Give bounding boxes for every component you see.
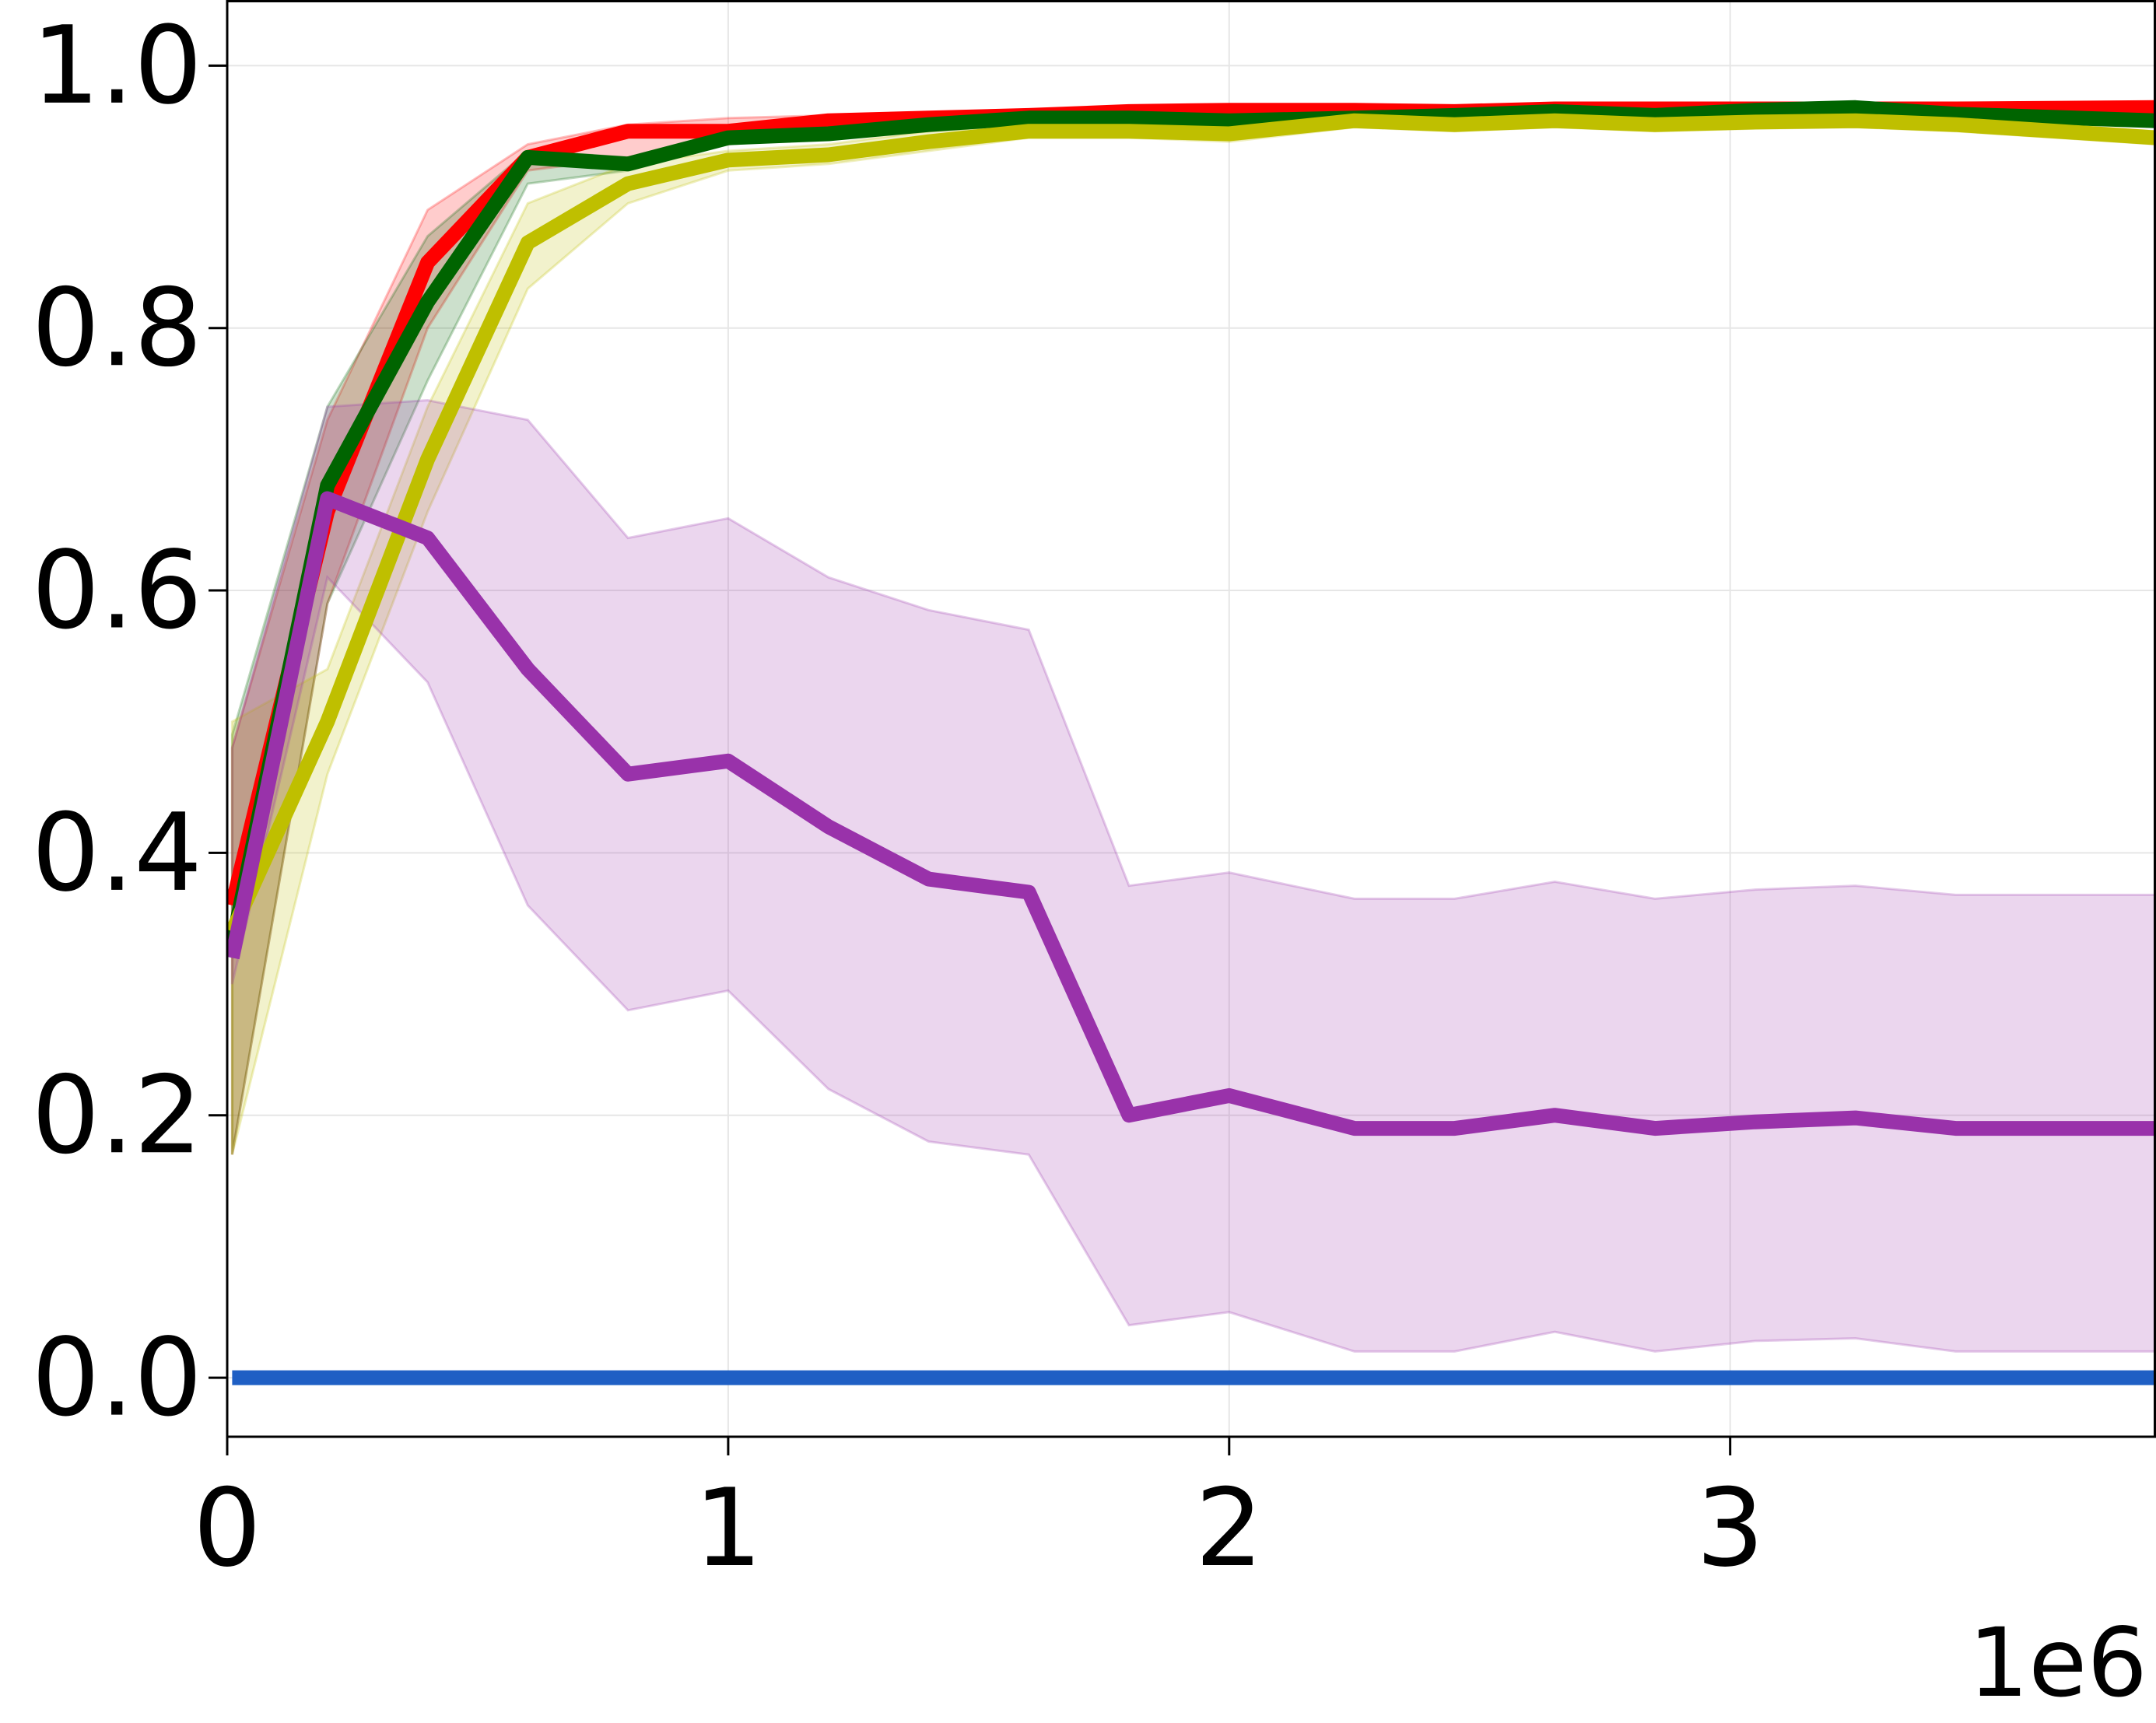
y-tick-label: 1.0 <box>32 3 202 128</box>
x-tick-label: 2 <box>1195 1466 1264 1591</box>
y-tick-label: 0.6 <box>32 528 202 653</box>
series-4-line <box>227 491 2156 1136</box>
x-tick-label: 0 <box>193 1466 261 1591</box>
series-3-line <box>227 113 2156 935</box>
y-axis: 0.0 0.2 0.4 0.6 0.8 1.0 <box>32 3 227 1441</box>
y-tick-label: 0.2 <box>32 1052 202 1178</box>
x-tick-label: 3 <box>1696 1466 1765 1591</box>
y-tick-label: 0.4 <box>32 790 202 916</box>
plot-area <box>227 100 2156 1385</box>
series-2-line <box>227 100 2156 947</box>
x-offset-label: 1e6 <box>1968 1608 2147 1718</box>
x-axis: 0 1 2 3 <box>193 1437 1765 1591</box>
axes-border <box>226 0 2156 1438</box>
plot-frame <box>226 0 2156 1438</box>
series-4-band <box>230 398 2156 1353</box>
x-tick-label: 1 <box>694 1466 762 1591</box>
series-3-band <box>230 113 2156 1155</box>
y-tick-label: 0.8 <box>32 265 202 390</box>
y-tick-label: 0.0 <box>32 1315 202 1441</box>
